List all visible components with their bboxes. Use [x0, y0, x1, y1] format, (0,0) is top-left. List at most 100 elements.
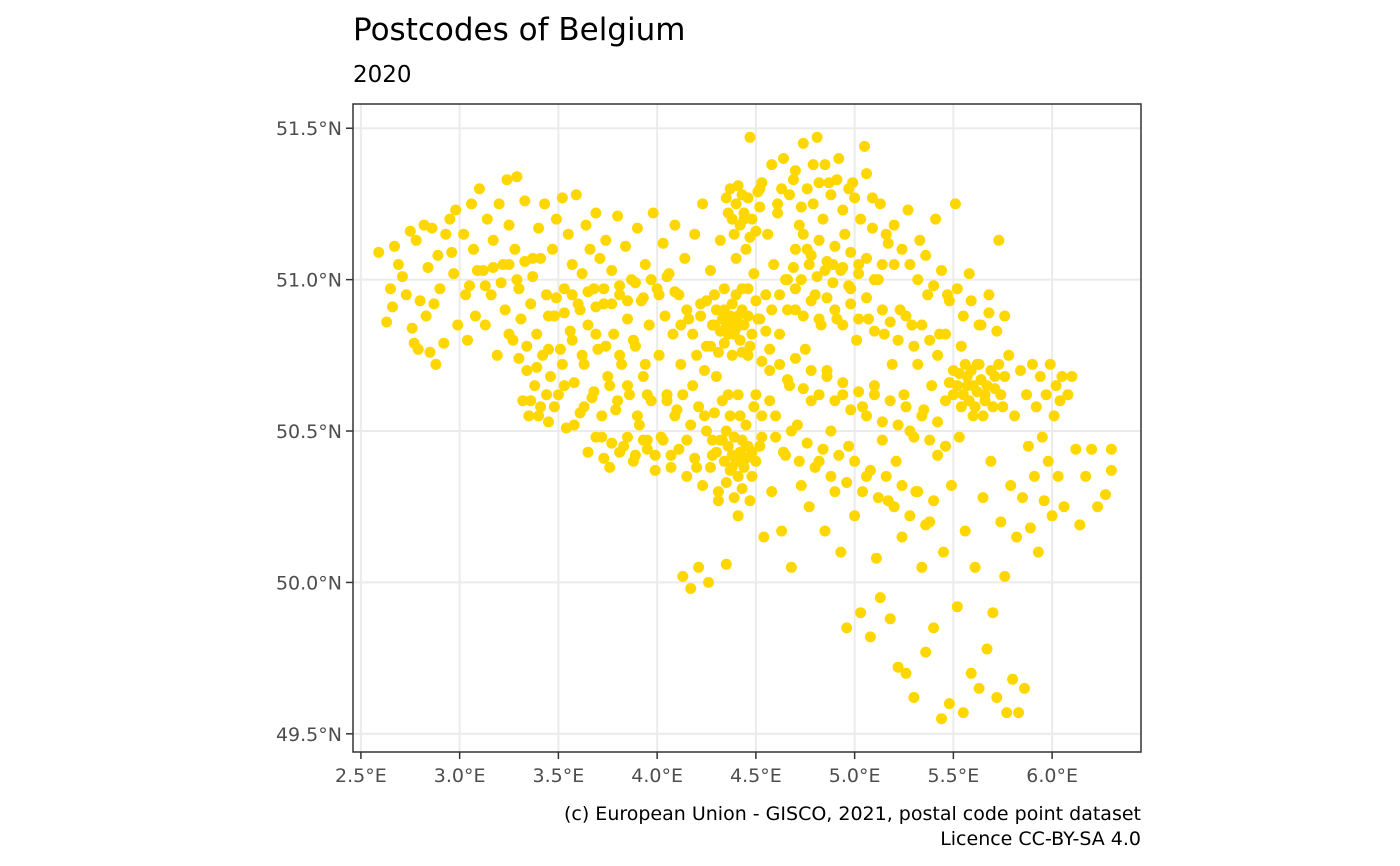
postcode-point: [693, 401, 705, 413]
postcode-point: [732, 470, 744, 482]
postcode-point: [687, 380, 699, 392]
postcode-point: [699, 410, 710, 422]
postcode-point: [868, 389, 880, 401]
postcode-point: [900, 401, 912, 413]
postcode-point: [754, 201, 766, 213]
postcode-point: [837, 319, 849, 331]
postcode-point: [681, 304, 693, 316]
postcode-point: [677, 389, 689, 401]
postcode-point: [1056, 371, 1068, 382]
postcode-point: [466, 198, 477, 210]
postcode-point: [841, 477, 853, 488]
postcode-point: [849, 510, 861, 522]
postcode-point: [949, 198, 961, 210]
postcode-point: [596, 410, 608, 422]
postcode-point: [797, 310, 809, 322]
postcode-point: [525, 298, 537, 310]
postcode-point: [750, 295, 762, 307]
postcode-point: [945, 480, 957, 491]
postcode-point: [789, 165, 801, 177]
postcode-point: [464, 280, 475, 292]
postcode-point: [485, 289, 497, 301]
postcode-point: [631, 410, 643, 422]
postcode-point: [594, 252, 606, 264]
postcode-point: [622, 313, 633, 325]
postcode-point: [479, 319, 491, 331]
postcode-point: [926, 380, 938, 392]
postcode-point: [539, 198, 551, 210]
postcode-point: [738, 319, 750, 331]
postcode-point: [760, 325, 772, 337]
postcode-point: [890, 455, 902, 467]
postcode-point: [653, 349, 665, 361]
postcode-point: [789, 304, 801, 316]
postcode-point: [716, 395, 728, 407]
postcode-point: [460, 289, 472, 301]
postcode-point: [835, 546, 847, 558]
postcode-point: [432, 249, 444, 261]
postcode-point: [718, 455, 730, 467]
postcode-point: [513, 352, 525, 364]
postcode-point: [904, 259, 916, 270]
postcode-point: [503, 259, 515, 270]
postcode-point: [556, 192, 568, 204]
postcode-point: [772, 207, 784, 219]
postcode-point: [764, 365, 776, 376]
postcode-point: [746, 328, 758, 340]
postcode-point: [582, 319, 594, 331]
postcode-point: [637, 292, 649, 304]
postcode-point: [1050, 380, 1062, 392]
postcode-point: [906, 319, 918, 331]
postcode-point: [697, 480, 709, 491]
postcode-point: [639, 358, 651, 370]
postcode-point: [845, 298, 857, 310]
postcode-point: [410, 234, 422, 246]
postcode-point: [930, 213, 942, 225]
postcode-point: [1080, 470, 1092, 482]
postcode-point: [797, 228, 809, 240]
postcode-point: [602, 371, 614, 382]
postcode-point: [550, 213, 562, 225]
postcode-point: [473, 183, 485, 195]
postcode-point: [837, 204, 849, 216]
axes: 2.5°E 3.0°E 3.5°E 4.0°E 4.5°E 5.0°E 5.5°E 6.0°E…: [276, 118, 1078, 787]
postcode-point: [1019, 682, 1030, 694]
postcode-point: [679, 252, 691, 264]
postcode-point: [387, 301, 398, 313]
postcode-point: [566, 334, 578, 346]
postcode-point: [892, 334, 904, 346]
grid-lines: [353, 104, 1141, 752]
postcode-point: [1015, 365, 1026, 376]
x-tick-label: 5.5°E: [928, 765, 980, 787]
postcode-point: [649, 449, 661, 461]
postcode-point: [861, 292, 872, 304]
postcode-point: [807, 198, 819, 210]
postcode-point: [920, 519, 932, 531]
postcode-point: [801, 183, 813, 195]
postcode-point: [951, 283, 963, 295]
postcode-point: [1046, 510, 1058, 522]
postcode-point: [458, 228, 470, 240]
postcode-point: [837, 389, 849, 401]
postcode-point: [726, 349, 738, 361]
postcode-point: [807, 159, 819, 171]
postcode-point: [829, 395, 841, 407]
postcode-point: [513, 283, 525, 295]
postcode-point: [813, 177, 825, 189]
postcode-point: [1030, 401, 1042, 413]
postcode-point: [957, 707, 969, 719]
postcode-point: [864, 631, 876, 643]
postcode-point: [787, 262, 799, 273]
postcode-point: [706, 319, 718, 331]
postcode-point: [973, 358, 985, 370]
postcode-point: [1022, 440, 1034, 452]
postcode-point: [1048, 410, 1060, 422]
postcode-point: [590, 301, 602, 313]
postcode-point: [600, 234, 612, 246]
postcode-point: [665, 461, 677, 473]
x-tick-label: 3.5°E: [533, 765, 585, 787]
postcode-point: [582, 286, 594, 298]
postcode-point: [543, 416, 554, 428]
x-tick-label: 4.5°E: [730, 765, 782, 787]
postcode-point: [438, 337, 450, 349]
